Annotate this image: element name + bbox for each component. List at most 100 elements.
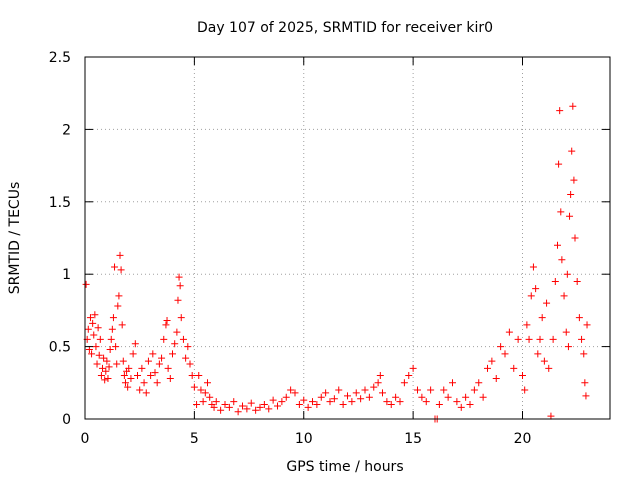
data-point (204, 379, 211, 387)
y-tick-label: 2 (62, 122, 71, 138)
data-point (523, 321, 531, 329)
data-point (147, 372, 155, 380)
data-point (453, 398, 461, 406)
data-point (171, 340, 179, 348)
data-point (444, 393, 452, 401)
data-point (131, 340, 139, 348)
data-point (300, 396, 308, 404)
data-point (440, 386, 448, 394)
data-point (278, 398, 286, 406)
data-point (97, 372, 105, 380)
data-point (466, 401, 474, 409)
data-point (405, 372, 413, 380)
data-point (195, 372, 203, 380)
data-point (212, 398, 220, 406)
data-point (326, 398, 334, 406)
data-point (118, 321, 126, 329)
chart-title: Day 107 of 2025, SRMTID for receiver kir… (197, 20, 493, 36)
data-point (102, 367, 110, 375)
data-point (201, 389, 209, 397)
data-point (387, 401, 395, 409)
data-point (124, 383, 132, 391)
data-point (547, 412, 555, 420)
data-point (239, 402, 246, 410)
data-point (247, 399, 255, 407)
data-point (414, 386, 421, 394)
data-point (545, 364, 553, 372)
x-tick-label: 20 (514, 431, 532, 447)
data-point (580, 350, 588, 358)
y-tick-label: 0 (62, 412, 71, 428)
data-point (210, 403, 218, 411)
data-point (166, 374, 174, 382)
data-point (144, 357, 152, 365)
data-point (173, 328, 181, 336)
data-point (193, 401, 201, 409)
data-point (435, 401, 443, 409)
data-point (313, 401, 321, 409)
data-point (243, 405, 251, 413)
data-point (470, 386, 478, 394)
data-point (568, 147, 576, 155)
data-point (217, 406, 225, 414)
data-point (140, 379, 148, 387)
data-point (95, 351, 103, 359)
data-point (149, 350, 157, 358)
data-point (184, 343, 192, 351)
data-point (107, 335, 115, 343)
data-point (117, 266, 125, 274)
data-point (88, 350, 96, 358)
data-point (339, 401, 347, 409)
data-point (182, 354, 190, 362)
data-point (256, 403, 264, 411)
data-point (501, 350, 509, 358)
data-point (252, 406, 260, 414)
data-point (566, 212, 574, 220)
data-point (206, 393, 214, 401)
data-point (484, 364, 491, 372)
data-point (115, 292, 123, 300)
data-point (234, 408, 242, 416)
data-point (93, 360, 101, 368)
data-point (571, 234, 579, 242)
data-point (175, 273, 183, 281)
data-point (163, 317, 171, 325)
data-point (96, 335, 104, 343)
y-tick-label: 0.5 (49, 340, 71, 356)
data-point (418, 393, 426, 401)
data-point (188, 372, 196, 380)
data-point (396, 398, 404, 406)
data-point (383, 398, 391, 406)
data-point (113, 360, 121, 368)
data-point (199, 398, 207, 406)
data-point (174, 296, 182, 304)
data-point (186, 360, 194, 368)
data-point (556, 107, 564, 115)
data-point (361, 386, 369, 394)
data-point (138, 364, 146, 372)
data-point (573, 277, 581, 285)
data-point (449, 379, 456, 387)
data-point (549, 335, 557, 343)
data-point (127, 374, 135, 382)
data-point (330, 395, 338, 403)
data-point (427, 386, 435, 394)
y-tick-label: 1.5 (49, 195, 71, 211)
data-point (190, 383, 198, 391)
data-point (99, 364, 106, 372)
data-point (142, 389, 150, 397)
data-point (521, 386, 529, 394)
data-points (82, 102, 591, 423)
data-point (525, 335, 533, 343)
data-point (322, 389, 330, 397)
data-point (109, 314, 117, 322)
data-point (492, 374, 500, 382)
data-point (365, 393, 373, 401)
data-point (392, 393, 400, 401)
y-tick-label: 2.5 (49, 50, 71, 66)
data-point (344, 392, 351, 400)
data-point (151, 369, 159, 377)
data-point (120, 372, 128, 380)
data-point (400, 379, 408, 387)
data-point (536, 335, 544, 343)
